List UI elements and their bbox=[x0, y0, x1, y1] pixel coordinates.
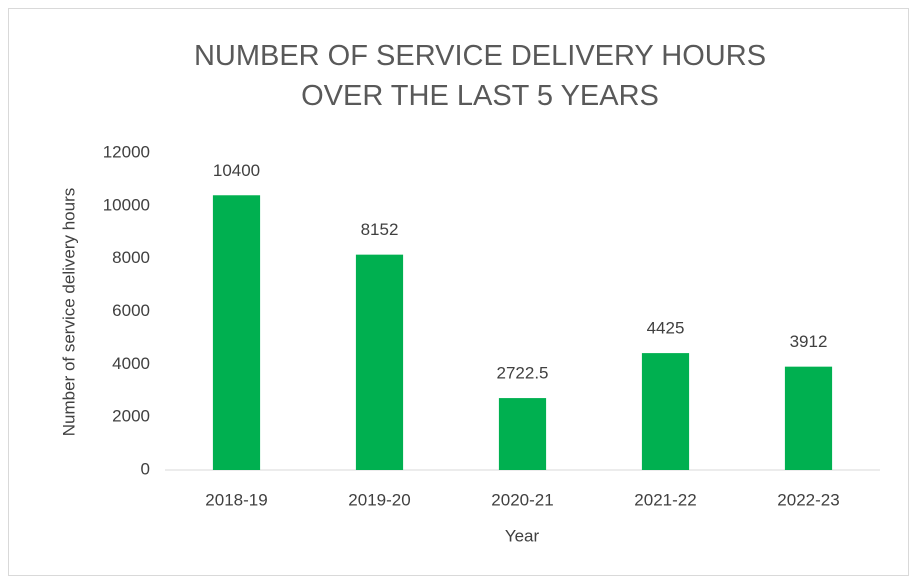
x-tick-label: 2020-21 bbox=[491, 490, 553, 509]
bar bbox=[641, 353, 690, 470]
y-tick-label: 8000 bbox=[112, 248, 150, 267]
y-tick-label: 2000 bbox=[112, 407, 150, 426]
data-label: 3912 bbox=[790, 332, 828, 351]
y-axis-label: Number of service delivery hours bbox=[59, 188, 78, 436]
y-tick-label: 6000 bbox=[112, 301, 150, 320]
x-tick-label: 2018-19 bbox=[205, 490, 267, 509]
data-label: 10400 bbox=[213, 161, 260, 180]
x-tick-label: 2021-22 bbox=[634, 490, 696, 509]
bar bbox=[498, 398, 547, 470]
x-axis-label: Year bbox=[505, 526, 540, 545]
bar bbox=[784, 366, 833, 470]
bar bbox=[355, 254, 404, 470]
y-tick-label: 12000 bbox=[103, 142, 150, 161]
bar bbox=[212, 195, 261, 470]
data-label: 8152 bbox=[361, 220, 399, 239]
y-tick-label: 10000 bbox=[103, 195, 150, 214]
y-tick-label: 4000 bbox=[112, 354, 150, 373]
data-label: 4425 bbox=[647, 319, 685, 338]
y-tick-label: 0 bbox=[141, 459, 150, 478]
x-tick-label: 2019-20 bbox=[348, 490, 410, 509]
chart-border bbox=[8, 8, 909, 576]
chart-title: NUMBER OF SERVICE DELIVERY HOURS OVER TH… bbox=[193, 40, 767, 112]
data-label: 2722.5 bbox=[497, 364, 549, 383]
x-tick-label: 2022-23 bbox=[777, 490, 839, 509]
